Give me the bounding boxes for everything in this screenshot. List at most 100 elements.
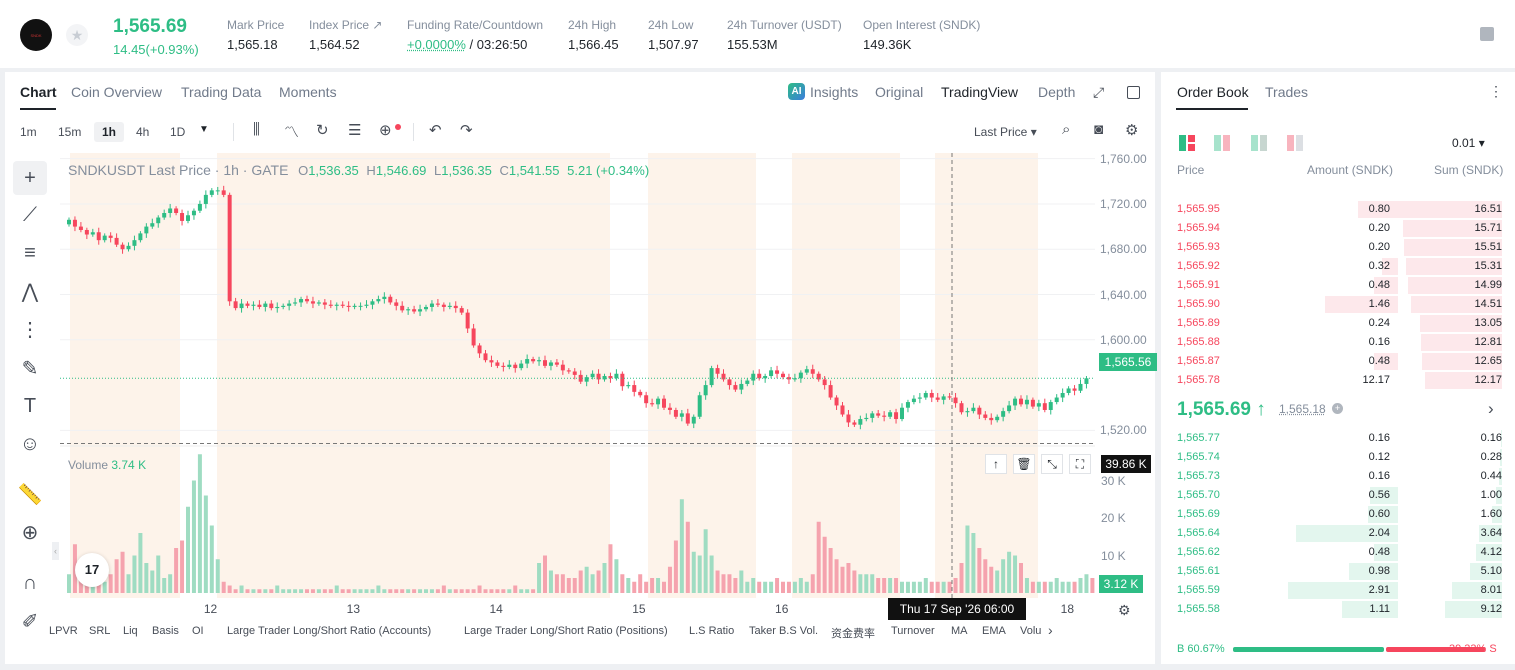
tab-order-book[interactable]: Order Book xyxy=(1177,84,1249,100)
collapse-toolbar-icon[interactable]: ‹ xyxy=(52,542,59,560)
magnet-tool-icon[interactable]: ∩ xyxy=(22,571,38,594)
view-both-icon[interactable] xyxy=(1179,135,1195,151)
emoji-tool-icon[interactable]: ☺ xyxy=(19,432,41,455)
bid-row[interactable]: 1,565.64 2.04 3.64 xyxy=(1177,524,1502,543)
expand-icon[interactable]: ⤢ xyxy=(1093,84,1105,100)
book-icon[interactable] xyxy=(1480,27,1494,41)
order-sum: 15.31 xyxy=(1474,260,1502,272)
move-up-icon[interactable]: ↑ xyxy=(985,454,1007,474)
price-chart[interactable] xyxy=(60,153,1095,598)
maximize-icon[interactable]: ⛶ xyxy=(1069,454,1091,474)
indicator-funding[interactable]: 资金费率 xyxy=(831,628,875,640)
pencil-tool-icon[interactable]: ✐ xyxy=(21,610,39,633)
tf-4h[interactable]: 4h xyxy=(136,125,150,139)
volume-bar xyxy=(310,589,315,593)
price-type-select[interactable]: Last Price ▾ xyxy=(974,125,1037,139)
indicator-lt-positions[interactable]: Large Trader Long/Short Ratio (Positions… xyxy=(464,625,668,637)
view-bids-icon[interactable] xyxy=(1251,135,1267,151)
ruler-tool-icon[interactable]: 📏 xyxy=(17,483,43,506)
chevron-right-icon[interactable]: › xyxy=(1488,399,1494,418)
tab-coin-overview[interactable]: Coin Overview xyxy=(71,84,163,100)
bid-row[interactable]: 1,565.62 0.48 4.12 xyxy=(1177,543,1502,562)
indicator-lt-accounts[interactable]: Large Trader Long/Short Ratio (Accounts) xyxy=(227,625,432,637)
ask-row[interactable]: 1,565.91 0.48 14.99 xyxy=(1177,276,1502,295)
chevron-down-icon[interactable]: ▼ xyxy=(199,124,209,135)
tab-trading-data[interactable]: Trading Data xyxy=(181,84,262,100)
trendline-tool-icon[interactable]: ⟋ xyxy=(23,203,37,226)
bid-row[interactable]: 1,565.70 0.56 1.00 xyxy=(1177,486,1502,505)
ask-row[interactable]: 1,565.92 0.32 15.31 xyxy=(1177,257,1502,276)
redo-icon[interactable]: ↷ xyxy=(460,122,473,139)
indicator-liq[interactable]: Liq xyxy=(123,625,138,637)
candle-type-icon[interactable]: ⫼ xyxy=(253,121,260,138)
add-indicator-icon[interactable]: ⊕ xyxy=(379,122,392,139)
tf-15m[interactable]: 15m xyxy=(58,125,82,139)
indicator-turnover[interactable]: Turnover xyxy=(891,625,935,637)
bid-row[interactable]: 1,565.77 0.16 0.16 xyxy=(1177,429,1502,448)
brush-tool-icon[interactable]: ✎ xyxy=(21,357,39,380)
view-original[interactable]: Original xyxy=(875,84,924,100)
crosshair-tool-icon[interactable]: + xyxy=(13,161,47,195)
view-insights[interactable]: Insights xyxy=(810,84,859,100)
precision-select[interactable]: 0.01 ▾ xyxy=(1452,136,1485,150)
tf-1d[interactable]: 1D xyxy=(170,125,186,139)
zoom-tool-icon[interactable]: ⊕ xyxy=(21,521,39,544)
camera-icon[interactable]: ◙ xyxy=(1094,121,1104,138)
indicator-ema[interactable]: EMA xyxy=(982,625,1006,637)
stat-label: 24h Low xyxy=(648,18,694,32)
view-depth[interactable]: Depth xyxy=(1038,84,1076,100)
chevron-right-icon[interactable]: › xyxy=(1048,622,1053,638)
tf-1h[interactable]: 1h xyxy=(94,122,125,142)
text-tool-icon[interactable]: T xyxy=(23,394,37,417)
ask-row[interactable]: 1,565.78 12.17 12.17 xyxy=(1177,371,1502,390)
bid-row[interactable]: 1,565.59 2.91 8.01 xyxy=(1177,581,1502,600)
tab-chart[interactable]: Chart xyxy=(20,84,57,100)
bid-row[interactable]: 1,565.58 1.11 9.12 xyxy=(1177,600,1502,619)
tab-moments[interactable]: Moments xyxy=(279,84,337,100)
ask-row[interactable]: 1,565.94 0.20 15.71 xyxy=(1177,219,1502,238)
tradingview-logo[interactable]: 17 xyxy=(75,553,109,587)
templates-icon[interactable]: ☰ xyxy=(348,122,362,139)
pattern-tool-icon[interactable]: ⋀ xyxy=(21,280,39,303)
window-icon[interactable] xyxy=(1127,86,1140,99)
indicator-lpvr[interactable]: LPVR xyxy=(49,625,78,637)
favorite-star-icon[interactable]: ★ xyxy=(66,24,88,46)
stat-index-price[interactable]: Index Price ↗ 1,564.52 xyxy=(309,18,382,52)
view-sell-icon[interactable] xyxy=(1287,135,1303,151)
ask-row[interactable]: 1,565.89 0.24 13.05 xyxy=(1177,314,1502,333)
ask-row[interactable]: 1,565.88 0.16 12.81 xyxy=(1177,333,1502,352)
ask-row[interactable]: 1,565.93 0.20 15.51 xyxy=(1177,238,1502,257)
ask-row[interactable]: 1,565.90 1.46 14.51 xyxy=(1177,295,1502,314)
indicator-ls-ratio[interactable]: L.S Ratio xyxy=(689,625,735,637)
more-icon[interactable]: ⋮ xyxy=(1489,83,1503,99)
collapse-icon[interactable]: ⤡ xyxy=(1041,454,1063,474)
tf-1m[interactable]: 1m xyxy=(20,125,37,139)
search-icon[interactable]: ⌕ xyxy=(1062,121,1071,138)
bid-row[interactable]: 1,565.61 0.98 5.10 xyxy=(1177,562,1502,581)
bid-row[interactable]: 1,565.73 0.16 0.44 xyxy=(1177,467,1502,486)
ask-row[interactable]: 1,565.87 0.48 12.65 xyxy=(1177,352,1502,371)
ask-row[interactable]: 1,565.95 0.80 16.51 xyxy=(1177,200,1502,219)
funding-rate-value[interactable]: +0.0000% xyxy=(407,37,466,52)
indicator-oi[interactable]: OI xyxy=(192,625,204,637)
replay-icon[interactable]: ↻ xyxy=(316,122,329,139)
tab-trades[interactable]: Trades xyxy=(1265,84,1309,100)
horizontal-lines-tool-icon[interactable]: ≡ xyxy=(24,241,36,264)
fib-tool-icon[interactable]: ⋮ xyxy=(20,318,40,341)
view-tradingview[interactable]: TradingView xyxy=(941,84,1019,100)
mid-mark-price[interactable]: 1,565.18 xyxy=(1279,402,1326,416)
indicator-srl[interactable]: SRL xyxy=(89,625,111,637)
indicator-ma[interactable]: MA xyxy=(951,625,968,637)
indicator-taker-vol[interactable]: Taker B.S Vol. xyxy=(749,625,819,637)
gear-icon[interactable]: ⚙ xyxy=(1125,122,1139,139)
settings-icon[interactable]: ⚙ xyxy=(1118,602,1131,618)
view-asks-icon[interactable] xyxy=(1214,135,1230,151)
bid-row[interactable]: 1,565.74 0.12 0.28 xyxy=(1177,448,1502,467)
indicators-icon[interactable]: 〽 xyxy=(284,124,300,141)
delete-icon[interactable]: 🗑 xyxy=(1013,454,1035,474)
indicator-basis[interactable]: Basis xyxy=(152,625,179,637)
undo-icon[interactable]: ↶ xyxy=(429,122,442,139)
bid-row[interactable]: 1,565.69 0.60 1.60 xyxy=(1177,505,1502,524)
indicator-volume[interactable]: Volu xyxy=(1020,625,1042,637)
sell-bar xyxy=(1386,647,1485,652)
